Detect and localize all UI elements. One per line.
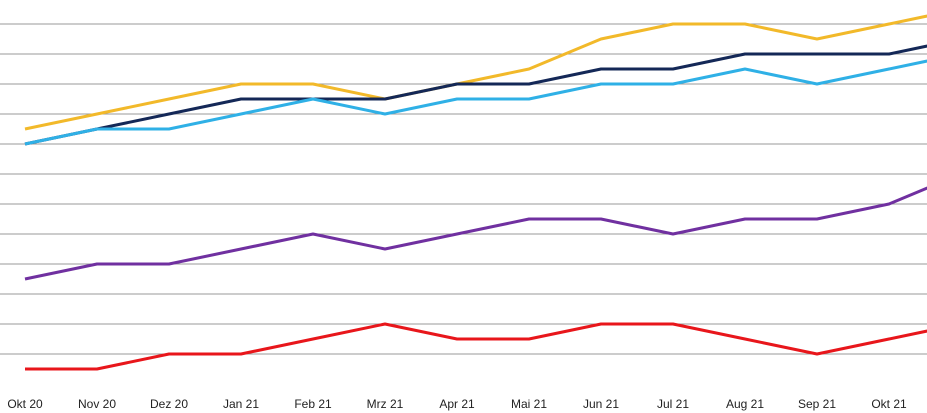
x-tick-label: Okt 20 — [7, 397, 43, 411]
x-tick-label: Mai 21 — [511, 397, 547, 411]
series-line — [24, 14, 927, 131]
x-tick-label: Feb 21 — [294, 397, 332, 411]
series-line — [24, 186, 927, 281]
series-line — [24, 44, 927, 146]
x-tick-label: Mrz 21 — [367, 397, 404, 411]
x-tick-label: Jun 21 — [583, 397, 619, 411]
x-tick-label: Aug 21 — [726, 397, 764, 411]
series-line — [24, 59, 927, 146]
x-tick-label: Sep 21 — [798, 397, 836, 411]
x-tick-label: Okt 21 — [871, 397, 907, 411]
x-tick-label: Jan 21 — [223, 397, 259, 411]
x-tick-label: Nov 20 — [78, 397, 116, 411]
series-line — [25, 322, 927, 371]
x-tick-label: Jul 21 — [657, 397, 689, 411]
x-tick-label: Dez 20 — [150, 397, 188, 411]
x-tick-label: Apr 21 — [439, 397, 475, 411]
